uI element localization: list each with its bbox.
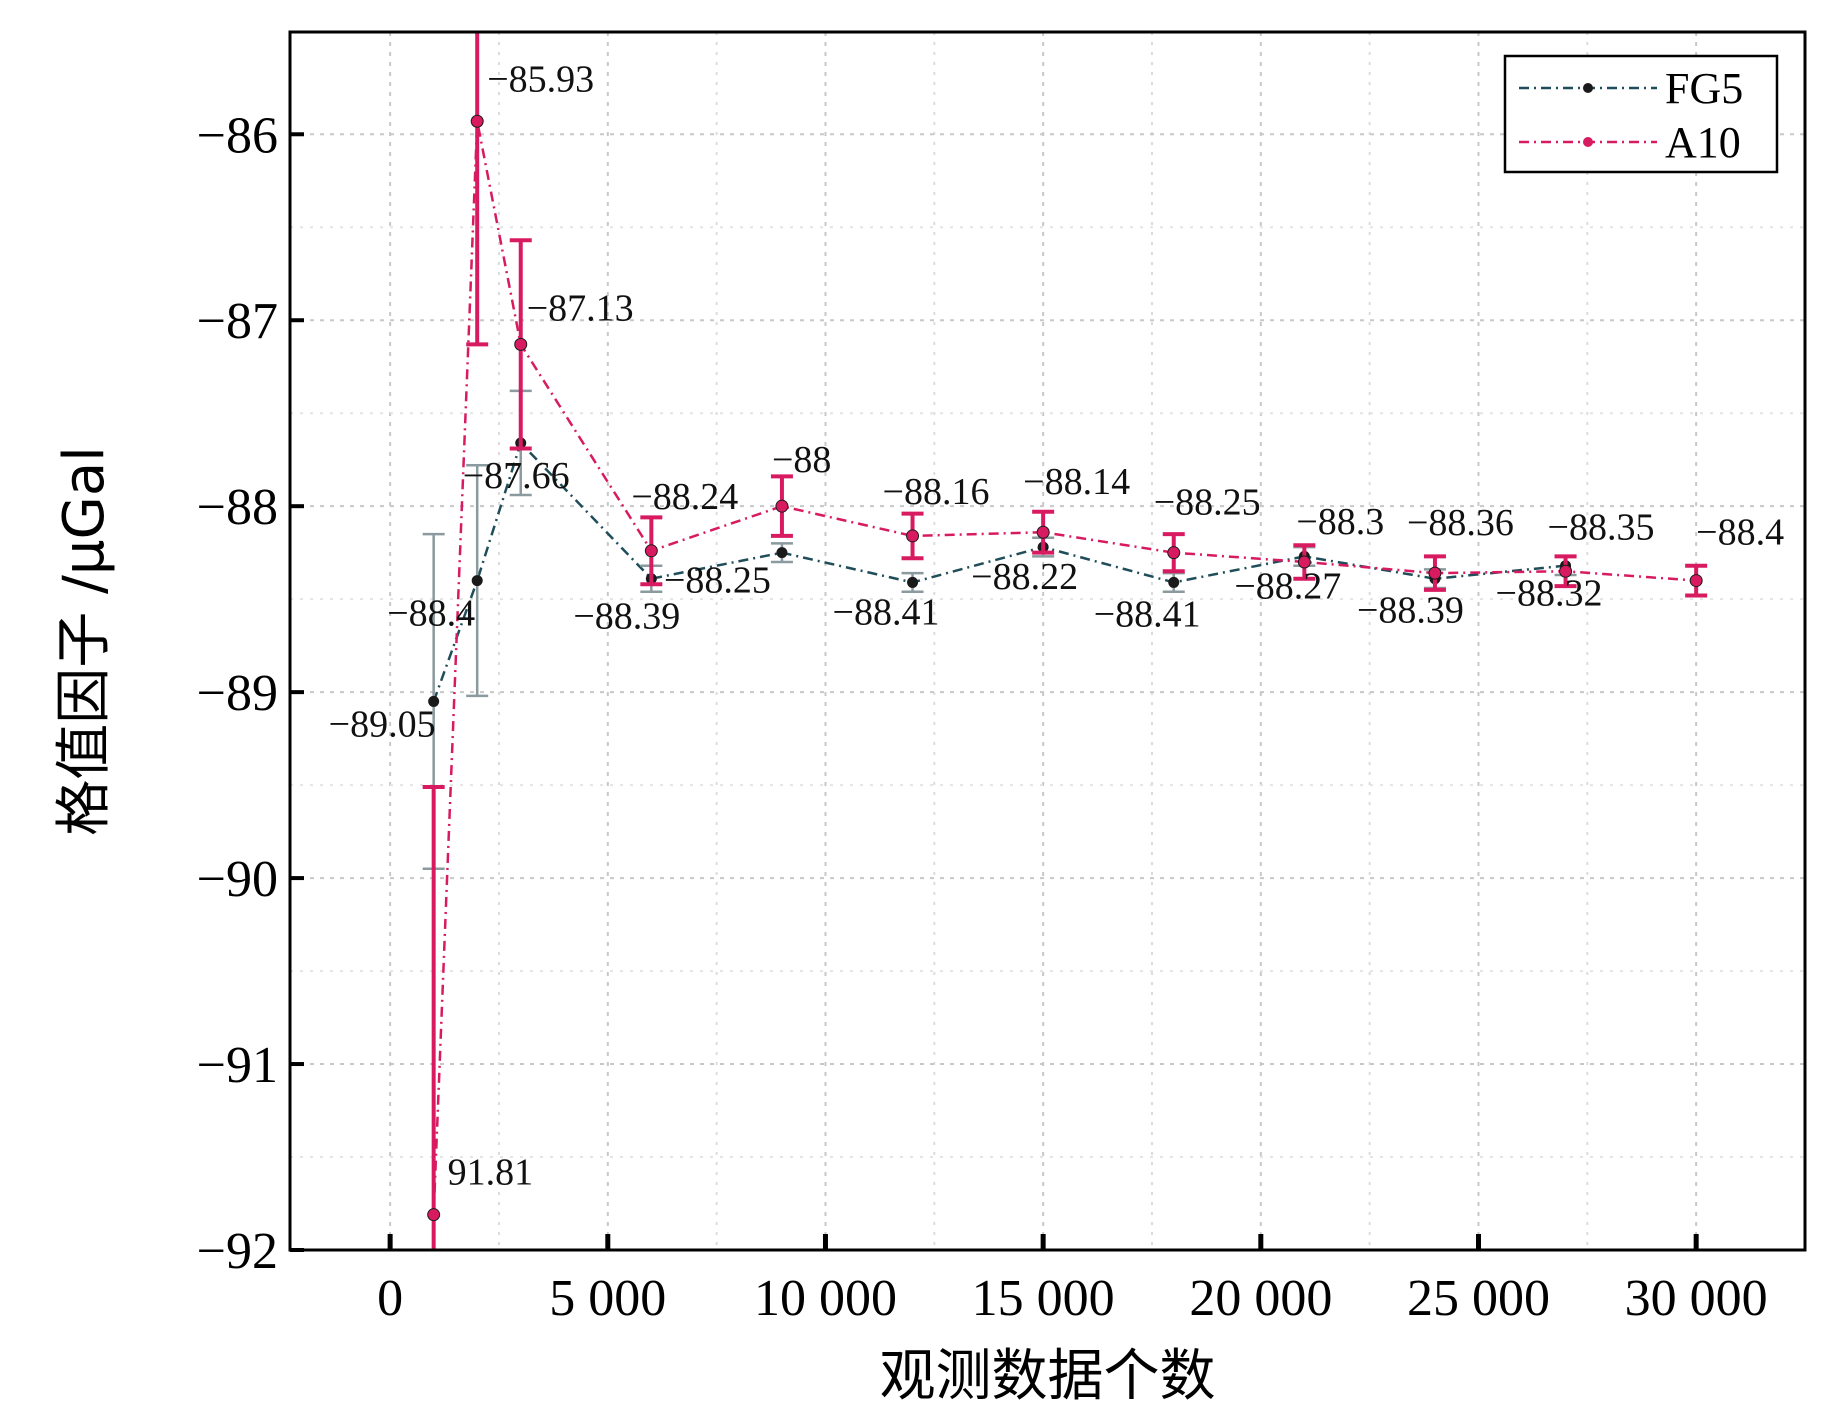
data-label-fg5: −88.32 — [1496, 573, 1603, 615]
data-point — [1559, 564, 1573, 578]
data-label-a10: 91.81 — [448, 1152, 534, 1194]
y-tick-label: −92 — [197, 1223, 278, 1280]
axis-ticks: 0 5 000 10 000 15 000 20 000 25 000 30 000 −86 −… — [197, 107, 1768, 1327]
legend-swatch-marker — [1583, 137, 1593, 147]
grid-lines — [290, 32, 1805, 1251]
y-axis-title: 格值因子 /μGal — [52, 446, 117, 836]
legend-label: FG5 — [1665, 64, 1743, 113]
data-point — [1689, 574, 1703, 588]
series-a10 — [422, 32, 1708, 1250]
data-label-fg5: −88.25 — [664, 560, 771, 602]
data-point — [907, 576, 919, 588]
data-label-fg5: −88.4 — [387, 593, 475, 635]
data-point — [428, 695, 440, 707]
data-label-fg5: −89.05 — [329, 703, 436, 745]
y-tick-label: −86 — [197, 107, 278, 164]
data-point — [514, 337, 528, 351]
data-point — [1428, 566, 1442, 580]
y-tick-label: −90 — [197, 851, 278, 908]
plot-frame — [288, 30, 1807, 1252]
x-tick-label: 0 — [377, 1270, 403, 1327]
data-point — [470, 114, 484, 128]
y-tick-label: −89 — [197, 665, 278, 722]
data-label-fg5: −88.41 — [833, 591, 940, 633]
data-label-a10: −88.25 — [1154, 482, 1261, 524]
data-label-a10: −88.3 — [1296, 501, 1384, 543]
data-label-a10: −88.36 — [1407, 502, 1514, 544]
data-label-fg5: −88.41 — [1094, 593, 1201, 635]
data-point — [1036, 525, 1050, 539]
legend-label: A10 — [1665, 118, 1741, 167]
legend-swatch-marker — [1583, 83, 1593, 93]
data-point — [775, 499, 789, 513]
data-label-fg5: −88.22 — [971, 556, 1078, 598]
data-label-a10: −88.14 — [1023, 461, 1130, 503]
x-tick-label: 10 000 — [754, 1270, 897, 1327]
data-label-a10: −88.24 — [631, 476, 738, 518]
data-point — [776, 547, 788, 559]
data-label-a10: −87.13 — [527, 287, 634, 329]
data-point — [1167, 546, 1181, 560]
data-label-fg5: −87.66 — [463, 455, 570, 497]
y-tick-label: −88 — [197, 479, 278, 536]
data-point — [1297, 555, 1311, 569]
data-label-a10: −88.4 — [1696, 512, 1784, 554]
x-tick-label: 20 000 — [1189, 1270, 1332, 1327]
data-point — [471, 575, 483, 587]
data-label-fg5: −88.39 — [573, 596, 680, 638]
series-line-a10 — [432, 121, 1697, 1215]
y-tick-label: −87 — [197, 293, 278, 350]
data-point — [906, 529, 920, 543]
data-point — [427, 1208, 441, 1222]
data-point — [644, 544, 658, 558]
data-point — [1168, 576, 1180, 588]
legend-box — [1503, 54, 1779, 174]
data-labels: −89.05−88.4−87.66−88.39−88.25−88.41−88.2… — [329, 58, 1784, 1193]
x-axis-title: 观测数据个数 — [880, 1344, 1216, 1409]
x-tick-label: 5 000 — [549, 1270, 666, 1327]
x-tick-label: 25 000 — [1407, 1270, 1550, 1327]
data-label-a10: −85.93 — [487, 58, 594, 100]
y-tick-label: −91 — [197, 1037, 278, 1094]
x-tick-label: 30 000 — [1625, 1270, 1768, 1327]
data-label-a10: −88.16 — [883, 471, 990, 513]
data-label-a10: −88 — [772, 439, 831, 481]
data-label-fg5: −88.39 — [1357, 590, 1464, 632]
data-label-a10: −88.35 — [1548, 506, 1655, 548]
data-label-fg5: −88.27 — [1234, 565, 1341, 607]
x-tick-label: 15 000 — [972, 1270, 1115, 1327]
series-layer — [422, 32, 1708, 1250]
